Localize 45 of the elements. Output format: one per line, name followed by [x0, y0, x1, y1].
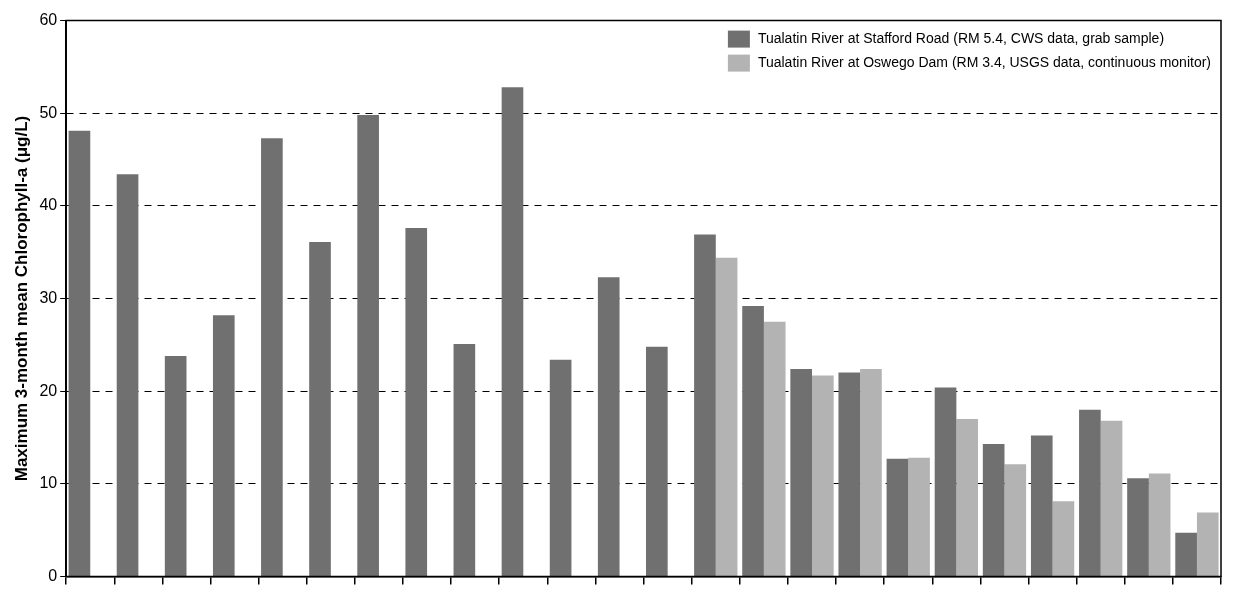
bar [694, 234, 716, 576]
bar [357, 115, 379, 576]
bar [956, 418, 979, 576]
bar [838, 372, 861, 576]
bar [261, 138, 283, 576]
bar [597, 277, 620, 576]
y-axis-title: Maximum 3-month mean Chlorophyll-a (μg/L) [11, 115, 31, 482]
bar [68, 130, 91, 576]
bar [934, 387, 957, 576]
bar [982, 443, 1005, 576]
bar [1196, 512, 1219, 576]
bar [501, 87, 524, 576]
y-tick-label: 40 [39, 196, 58, 214]
bar [790, 368, 813, 576]
y-tick-label: 10 [39, 474, 58, 492]
bar [1052, 501, 1075, 576]
bar [1030, 435, 1053, 576]
y-tick-label: 50 [39, 103, 58, 121]
bar [309, 241, 331, 576]
bar [886, 458, 909, 576]
bar [116, 174, 139, 576]
legend-label: Tualatin River at Oswego Dam (RM 3.4, USGS data, continuous monitor) [757, 54, 1211, 71]
y-tick-label: 0 [48, 566, 58, 584]
bar [715, 257, 738, 576]
bar [1004, 464, 1027, 576]
bar [742, 305, 764, 576]
bar [212, 315, 235, 576]
bar [1079, 409, 1101, 576]
y-tick-label: 30 [39, 288, 58, 306]
y-tick-label: 20 [39, 381, 58, 399]
bar [908, 457, 930, 576]
y-tick-label: 60 [39, 11, 58, 29]
bar [1100, 420, 1123, 576]
legend-label: Tualatin River at Stafford Road (RM 5.4, CWS data, grab sample) [757, 30, 1165, 47]
bar [453, 343, 476, 576]
bar [1175, 532, 1197, 576]
bar [646, 346, 668, 576]
bar [1148, 473, 1171, 576]
bar [812, 375, 834, 576]
bar [763, 321, 786, 576]
bar [164, 355, 187, 576]
bar [860, 368, 882, 576]
bar [405, 228, 428, 576]
bar [549, 359, 572, 576]
bar [1127, 478, 1149, 576]
